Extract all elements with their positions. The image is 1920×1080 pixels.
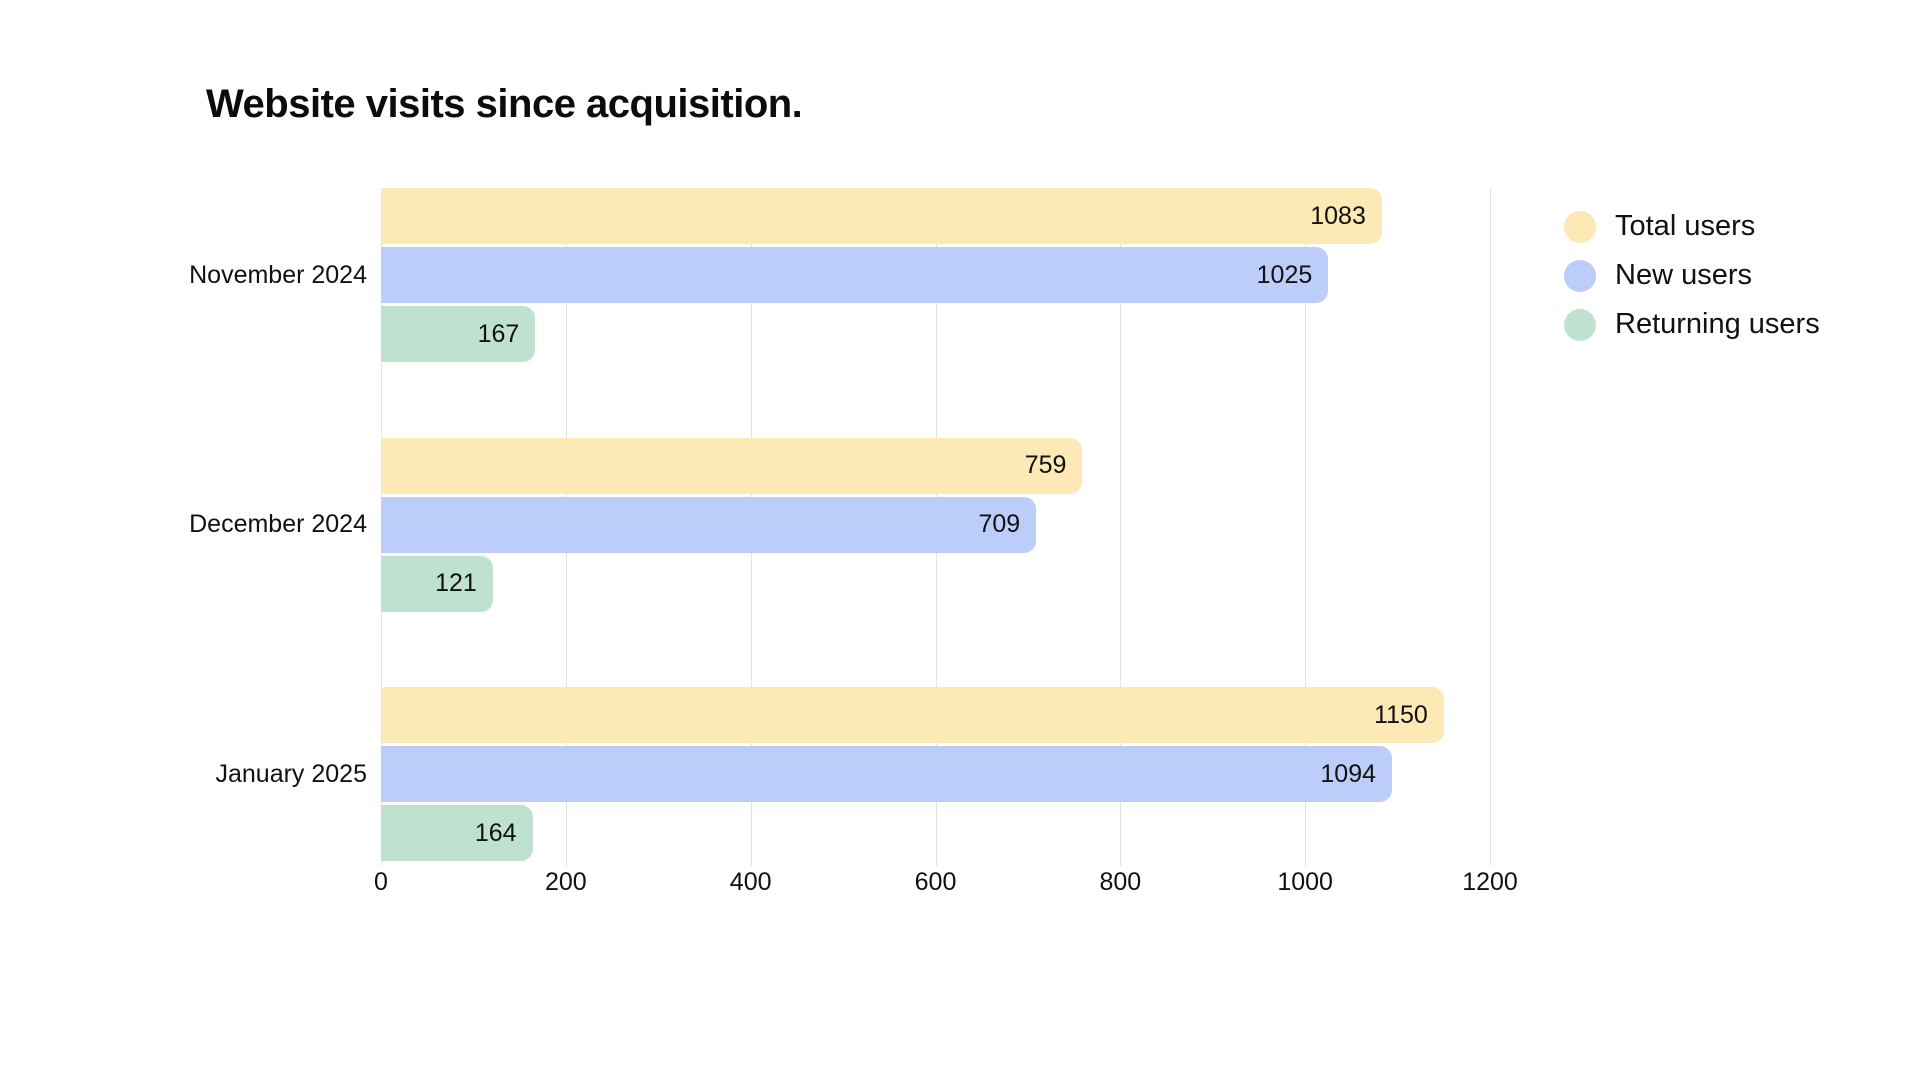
legend: Total users New users Returning users (1564, 210, 1820, 341)
x-tick-label: 400 (729, 868, 772, 896)
x-tick-label: 600 (914, 868, 957, 896)
plot-area: 1083 1025 167 759 709 121 1150 1094 164 (381, 188, 1491, 866)
category-label: December 2024 (189, 510, 367, 538)
legend-label: Returning users (1615, 308, 1820, 340)
legend-swatch-icon (1564, 259, 1596, 292)
x-tick-label: 0 (374, 868, 388, 896)
bar-new-users[interactable]: 1094 (381, 746, 1393, 802)
category-label: November 2024 (189, 260, 367, 289)
x-tick-label: 800 (1099, 868, 1142, 896)
bar-new-users[interactable]: 1025 (381, 247, 1329, 303)
category-label: January 2025 (215, 759, 367, 788)
bar-returning-users[interactable]: 121 (381, 555, 493, 612)
bar-value-label: 164 (474, 818, 517, 847)
bar-value-label: 167 (477, 319, 520, 348)
x-tick-label: 200 (544, 868, 587, 896)
legend-label: New users (1615, 259, 1752, 291)
x-tick-label: 1000 (1277, 868, 1333, 896)
bar-value-label: 1094 (1320, 759, 1377, 788)
bar-value-label: 121 (435, 569, 477, 597)
legend-swatch-icon (1564, 308, 1596, 341)
bar-returning-users[interactable]: 167 (381, 306, 536, 362)
bar-value-label: 1025 (1256, 260, 1313, 289)
chart-title: Website visits since acquisition. (206, 82, 803, 126)
legend-item-new-users[interactable]: New users (1564, 259, 1820, 292)
legend-item-returning-users[interactable]: Returning users (1564, 308, 1820, 341)
legend-label: Total users (1615, 210, 1756, 242)
bar-new-users[interactable]: 709 (381, 496, 1037, 553)
bar-value-label: 709 (978, 510, 1021, 538)
bar-total-users[interactable]: 1083 (381, 188, 1382, 244)
bar-total-users[interactable]: 759 (381, 437, 1083, 494)
x-tick-label: 1200 (1462, 868, 1518, 896)
bar-value-label: 1083 (1310, 201, 1366, 230)
bar-returning-users[interactable]: 164 (381, 805, 533, 861)
bar-value-label: 759 (1024, 451, 1067, 479)
legend-swatch-icon (1564, 210, 1596, 243)
gridline (1305, 188, 1307, 866)
bar-value-label: 1150 (1374, 700, 1428, 729)
gridline (1490, 188, 1491, 866)
gridline (1120, 188, 1122, 866)
legend-item-total-users[interactable]: Total users (1564, 210, 1820, 243)
bar-total-users[interactable]: 1150 (381, 687, 1444, 743)
